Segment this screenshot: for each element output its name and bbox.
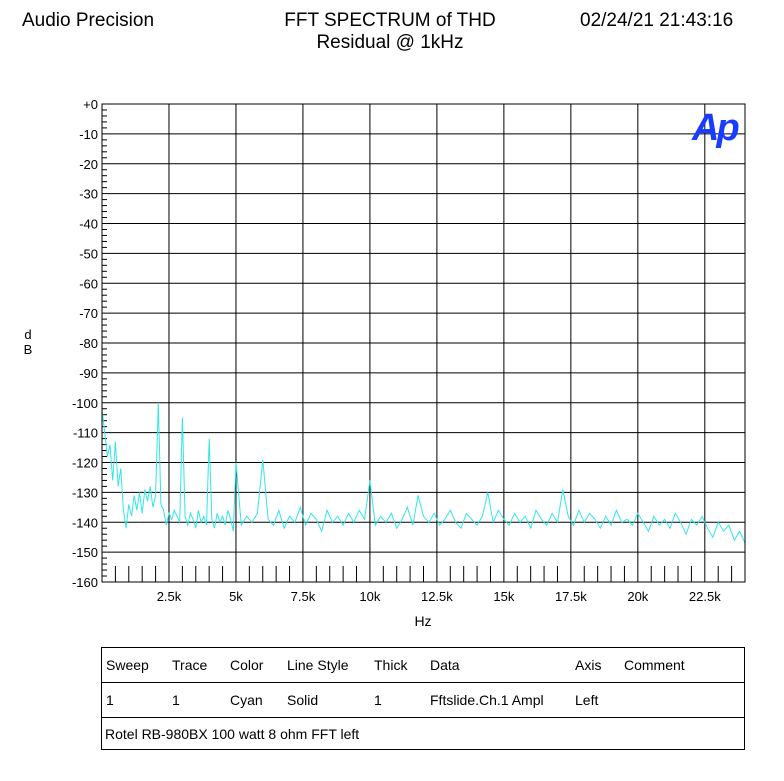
legend-cell-axis: Left: [575, 692, 599, 708]
y-tick-labels: +0 -10 -20 -30 -40 -50 -60 -70 -80 -90 -100 -110 -12…: [72, 97, 98, 590]
y-tick-label: -70: [79, 306, 98, 321]
y-tick-label: -160: [72, 575, 98, 590]
x-tick-label: 7.5k: [291, 589, 316, 604]
y-tick-label: -10: [79, 127, 98, 142]
chart-title-line1: FFT SPECTRUM of THD: [284, 10, 496, 31]
x-tick-label: 12.5k: [421, 589, 453, 604]
x-tick-label: 17.5k: [555, 589, 587, 604]
header-left-label: Audio Precision: [22, 10, 155, 31]
x-tick-label: 20k: [627, 589, 648, 604]
legend-col-sweep: Sweep: [106, 657, 149, 673]
legend-col-color: Color: [230, 657, 264, 673]
legend-col-axis: Axis: [575, 657, 602, 673]
legend-col-thick: Thick: [374, 657, 408, 673]
legend-data-row: 1 1 Cyan Solid 1 Fftslide.Ch.1 Ampl Left: [102, 683, 744, 718]
x-tick-label: 22.5k: [689, 589, 721, 604]
y-tick-label: -80: [79, 336, 98, 351]
ap-logo: Ap: [691, 107, 738, 149]
legend-cell-data: Fftslide.Ch.1 Ampl: [430, 692, 544, 708]
legend-col-trace: Trace: [172, 657, 208, 673]
y-axis-label-d: d: [24, 327, 31, 342]
chart-title: FFT SPECTRUM of THD Residual @ 1kHz: [240, 10, 540, 54]
x-axis-label: Hz: [414, 613, 431, 629]
legend-table: Sweep Trace Color Line Style Thick Data …: [101, 647, 745, 750]
legend-cell-color: Cyan: [230, 692, 263, 708]
y-tick-label: -60: [79, 276, 98, 291]
y-tick-label: -120: [72, 456, 98, 471]
x-tick-label: 10k: [359, 589, 380, 604]
y-tick-label: -100: [72, 396, 98, 411]
y-tick-label: -110: [73, 426, 98, 441]
plot-frame: [101, 103, 746, 583]
y-tick-label: -150: [72, 545, 98, 560]
y-tick-label: -20: [79, 157, 98, 172]
spectrum-chart: +0 -10 -20 -30 -40 -50 -60 -70 -80 -90 -100 -110 -12…: [24, 97, 746, 629]
x-tick-label: 15k: [493, 589, 514, 604]
y-tick-label: -90: [79, 366, 98, 381]
legend-cell-thick: 1: [374, 692, 382, 708]
y-tick-label: +0: [83, 97, 98, 112]
timestamp: 02/24/21 21:43:16: [580, 10, 734, 31]
y-tick-label: -140: [72, 515, 98, 530]
y-tick-label: -30: [79, 187, 98, 202]
y-axis-label-b: B: [24, 342, 33, 357]
series-line-cyan: [101, 402, 746, 544]
y-tick-label: -40: [79, 217, 98, 232]
y-tick-label: -50: [79, 246, 98, 261]
legend-col-data: Data: [430, 657, 460, 673]
legend-cell-trace: 1: [172, 692, 180, 708]
legend-col-line-style: Line Style: [287, 657, 349, 673]
x-tick-label: 5k: [229, 589, 243, 604]
legend-col-comment: Comment: [624, 657, 685, 673]
y-tick-label: -130: [72, 485, 98, 500]
chart-title-line2: Residual @ 1kHz: [316, 32, 464, 53]
minor-ticks: [102, 109, 733, 582]
legend-cell-sweep: 1: [106, 692, 114, 708]
legend-comment-row: Rotel RB-980BX 100 watt 8 ohm FFT left: [102, 718, 744, 749]
legend-comment-text: Rotel RB-980BX 100 watt 8 ohm FFT left: [105, 726, 360, 742]
x-tick-labels: 2.5k 5k 7.5k 10k 12.5k 15k 17.5k 20k 22.5k: [157, 589, 722, 604]
legend-cell-line-style: Solid: [287, 692, 319, 708]
x-tick-label: 2.5k: [157, 589, 182, 604]
legend-header-row: Sweep Trace Color Line Style Thick Data …: [102, 648, 744, 683]
